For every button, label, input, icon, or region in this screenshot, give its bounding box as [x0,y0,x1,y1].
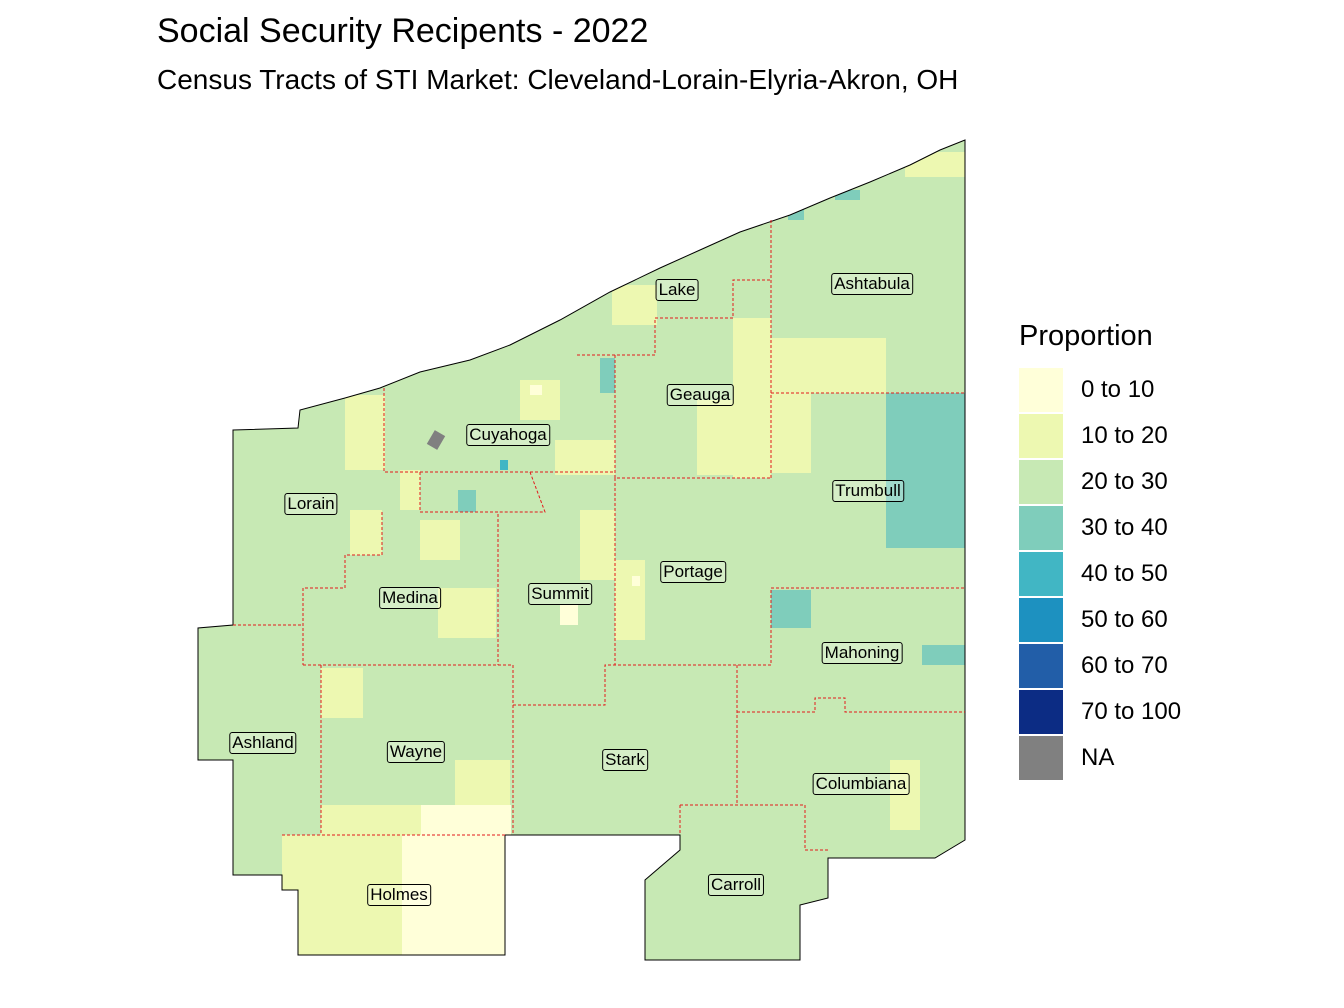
tract-patch [886,393,965,548]
tract-patch [530,385,542,395]
tract-patches [282,152,965,960]
legend-item: 10 to 20 [1019,413,1181,459]
tract-patch [835,190,860,200]
legend-item: 70 to 100 [1019,689,1181,735]
county-label-mahoning: Mahoning [821,642,903,664]
legend-swatch [1019,460,1063,504]
tract-patch [771,338,886,393]
tract-patch [350,510,382,555]
legend-swatch [1019,690,1063,734]
legend-item: 30 to 40 [1019,505,1181,551]
tract-patch [771,393,811,473]
legend-swatch [1019,506,1063,550]
legend-item: 40 to 50 [1019,551,1181,597]
county-label-ashtabula: Ashtabula [831,273,913,295]
legend-item: 20 to 30 [1019,459,1181,505]
tract-patch [420,520,460,560]
tract-patch [560,605,578,625]
tract-patch [500,460,508,470]
county-label-lake: Lake [655,279,699,301]
county-label-wayne: Wayne [386,741,446,763]
county-label-columbiana: Columbiana [812,773,910,795]
tract-patch [905,152,965,177]
tract-patch [345,395,385,470]
tract-patch [400,470,420,510]
legend-swatch [1019,414,1063,458]
county-label-portage: Portage [660,561,726,583]
tract-patch [321,668,363,718]
legend-swatch [1019,644,1063,688]
tract-patch [321,805,421,837]
legend-label: 70 to 100 [1081,698,1182,725]
county-label-holmes: Holmes [367,884,431,906]
legend-label: 30 to 40 [1081,514,1168,541]
county-boundaries [233,220,965,851]
legend-label: 60 to 70 [1081,652,1168,679]
county-label-trumbull: Trumbull [832,480,904,502]
tract-patch [890,760,920,830]
tract-patch [771,590,811,628]
county-label-summit: Summit [528,583,592,605]
legend-item: 60 to 70 [1019,643,1181,689]
map-subtitle: Census Tracts of STI Market: Cleveland-L… [157,64,959,95]
legend-item: 0 to 10 [1019,367,1181,413]
legend-swatch [1019,598,1063,642]
tract-patch [922,645,965,665]
tract-patch [438,588,496,638]
tract-patch [402,835,507,960]
legend-swatch [1019,368,1063,412]
tract-patch [632,576,640,586]
county-label-geauga: Geauga [666,384,734,406]
legend-item: NA [1019,735,1181,781]
tract-patch [600,358,615,393]
legend-item: 50 to 60 [1019,597,1181,643]
tract-patch [458,490,476,512]
legend-label: 20 to 30 [1081,468,1168,495]
legend-swatch [1019,552,1063,596]
legend-label: 50 to 60 [1081,606,1168,633]
tract-na-patch [426,430,446,450]
tract-patch [555,440,615,475]
tract-patch [615,560,645,640]
tract-patch [612,285,657,325]
tract-patch [733,318,771,478]
county-label-stark: Stark [602,749,648,771]
legend-label: 10 to 20 [1081,422,1168,449]
map-title: Social Security Recipents - 2022 [157,12,649,50]
legend-label: 0 to 10 [1081,376,1155,403]
region-outline [197,139,966,961]
legend: Proportion 0 to 10 10 to 20 20 to 30 30 … [1019,320,1181,781]
tract-patch [697,400,737,475]
legend-label: NA [1081,744,1115,771]
county-label-carroll: Carroll [707,874,765,896]
county-label-cuyahoga: Cuyahoga [466,424,550,446]
county-label-ashland: Ashland [229,732,297,754]
tract-patch [282,835,402,960]
county-label-medina: Medina [379,587,441,609]
legend-title: Proportion [1019,320,1153,352]
county-label-lorain: Lorain [284,493,338,515]
legend-swatch [1019,736,1063,780]
legend-label: 40 to 50 [1081,560,1168,587]
tract-patch [580,510,615,580]
tract-patch [455,760,510,805]
tract-patch [421,805,511,837]
